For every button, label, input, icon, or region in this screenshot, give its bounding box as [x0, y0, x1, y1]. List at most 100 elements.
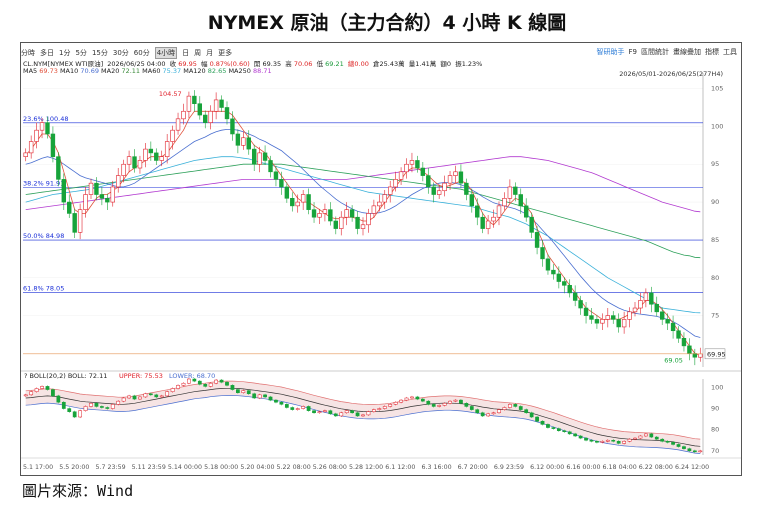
- candle-body-14: [99, 194, 105, 199]
- boll-candle-body-30: [187, 378, 191, 384]
- boll-candle-body-98: [556, 428, 561, 431]
- candle-body-40: [241, 137, 246, 146]
- candle-body-77: [442, 182, 447, 192]
- ma20-line: [25, 129, 701, 338]
- period-tab-11[interactable]: 更多: [218, 49, 233, 57]
- boll-candle-body-82: [469, 406, 474, 410]
- x-tick-label-1: 5.5 20:00: [59, 464, 89, 471]
- candle-body-46: [273, 171, 279, 180]
- tool-button-4[interactable]: 指標: [705, 48, 719, 56]
- tool-button-1[interactable]: F9: [628, 48, 637, 56]
- boll-candle-body-121: [682, 446, 686, 449]
- tool-button-5[interactable]: 工具: [723, 48, 737, 56]
- boll-candle-body-80: [459, 399, 463, 404]
- candle-body-82: [469, 194, 475, 207]
- boll-candle-body-64: [371, 409, 376, 412]
- misc-value-3: 量1.41萬: [408, 60, 437, 68]
- boll-candle-body-92: [524, 409, 529, 414]
- candle-body-20: [132, 156, 137, 169]
- candle-body-85: [485, 220, 491, 229]
- boll-y-tick-3: 100: [711, 383, 723, 391]
- period-tab-3[interactable]: 5分: [75, 49, 87, 57]
- fib-label-0: 23.6% 100.48: [23, 115, 68, 123]
- boll-candle-body-93: [529, 412, 534, 418]
- boll-candle-body-12: [89, 403, 93, 407]
- period-tab-8[interactable]: 日: [182, 49, 190, 57]
- chart-title: NYMEX 原油（主力合約）4 小時 K 線圖: [207, 12, 567, 34]
- period-tab-9[interactable]: 周: [194, 49, 202, 57]
- bar-time: 2026/06/25 04:00: [107, 60, 166, 68]
- period-tab-2[interactable]: 1分: [59, 49, 71, 57]
- boll-candle-body-117: [660, 438, 665, 442]
- candle-body-92: [523, 205, 529, 218]
- tool-button-3[interactable]: 畫線疊加: [673, 48, 701, 56]
- period-tab-0[interactable]: 分時: [21, 49, 35, 57]
- x-tick-label-11: 6.3 16:00: [421, 464, 451, 471]
- x-tick-label-8: 5.26 08:00: [313, 464, 347, 471]
- x-tick-label-2: 5.7 23:59: [95, 464, 125, 471]
- candle-body-71: [409, 160, 415, 165]
- candle-body-122: [687, 345, 692, 354]
- boll-candle-body-26: [165, 391, 170, 397]
- candle-body-7: [61, 179, 67, 203]
- boll-candle-body-24: [154, 394, 159, 398]
- candle-body-27: [170, 129, 175, 142]
- open-value: 69.35: [262, 60, 282, 68]
- boll-candle-body-86: [491, 412, 496, 415]
- boll-candle-body-38: [230, 385, 235, 390]
- candle-body-16: [110, 186, 115, 203]
- candle-body-52: [306, 194, 311, 210]
- candle-body-74: [426, 175, 431, 188]
- boll-candle-body-104: [589, 439, 594, 442]
- candle-body-66: [382, 194, 387, 203]
- period-tab-7[interactable]: 4小時: [154, 47, 178, 59]
- candle-body-5: [50, 133, 56, 157]
- boll-candle-body-113: [638, 435, 643, 439]
- ma-label-3: MA60: [142, 67, 163, 75]
- period-tab-10[interactable]: 月: [206, 49, 214, 57]
- candle-body-68: [393, 179, 398, 188]
- tool-button-0[interactable]: 智研助手: [596, 48, 625, 56]
- candle-body-60: [349, 209, 355, 218]
- last-price-box: [704, 348, 726, 360]
- boll-candle-body-20: [132, 395, 137, 400]
- candle-body-76: [436, 190, 442, 195]
- boll-candle-body-14: [99, 406, 104, 408]
- candle-body-62: [360, 224, 366, 229]
- candle-body-48: [284, 186, 290, 199]
- boll-candle-body-89: [507, 404, 512, 408]
- period-tab-5[interactable]: 30分: [112, 49, 129, 57]
- fib-label-1: 38.2% 91.91: [23, 180, 64, 188]
- candle-body-38: [230, 118, 235, 135]
- candle-body-79: [453, 171, 458, 176]
- candle-body-3: [39, 122, 45, 131]
- period-tab-4[interactable]: 15分: [91, 49, 108, 57]
- ma-label-1: MA10: [59, 67, 81, 75]
- boll-candle-body-72: [415, 396, 420, 400]
- quote-info-line: CL.NYM[NYMEX WTI原油] 2026/06/25 04:00 收 6…: [23, 58, 482, 68]
- misc-value-4: 額0: [440, 60, 452, 68]
- boll-candle-body-122: [687, 448, 692, 452]
- candle-body-87: [496, 205, 502, 218]
- candle-body-123: [692, 353, 698, 358]
- boll-candle-body-110: [622, 441, 627, 444]
- boll-candle-body-47: [279, 401, 284, 405]
- candle-body-65: [377, 201, 382, 207]
- boll-candle-body-78: [448, 400, 452, 404]
- boll-candle-body-40: [241, 390, 246, 393]
- candle-body-107: [605, 315, 611, 320]
- candles-group: [23, 90, 703, 366]
- last-price-label: 69.95: [707, 350, 726, 358]
- period-tab-6[interactable]: 60分: [133, 49, 150, 57]
- candle-body-80: [458, 171, 464, 184]
- boll-candle-body-36: [219, 379, 224, 383]
- candle-body-110: [621, 319, 627, 328]
- x-tick-label-13: 6.9 23:59: [494, 464, 524, 471]
- ma-value-4: 82.65: [207, 67, 227, 75]
- candle-body-28: [175, 118, 181, 131]
- candlestick-chart[interactable]: 70 75 80 85 90 95 100 105 23.6% 100.48 38.2% 91.9…: [21, 43, 741, 475]
- period-tab-1[interactable]: 多日: [40, 49, 54, 57]
- tool-button-2[interactable]: 區間統計: [641, 48, 669, 56]
- misc-value-2: 倉25.43萬: [373, 60, 405, 68]
- source-caption: 圖片來源：Wind: [22, 482, 134, 500]
